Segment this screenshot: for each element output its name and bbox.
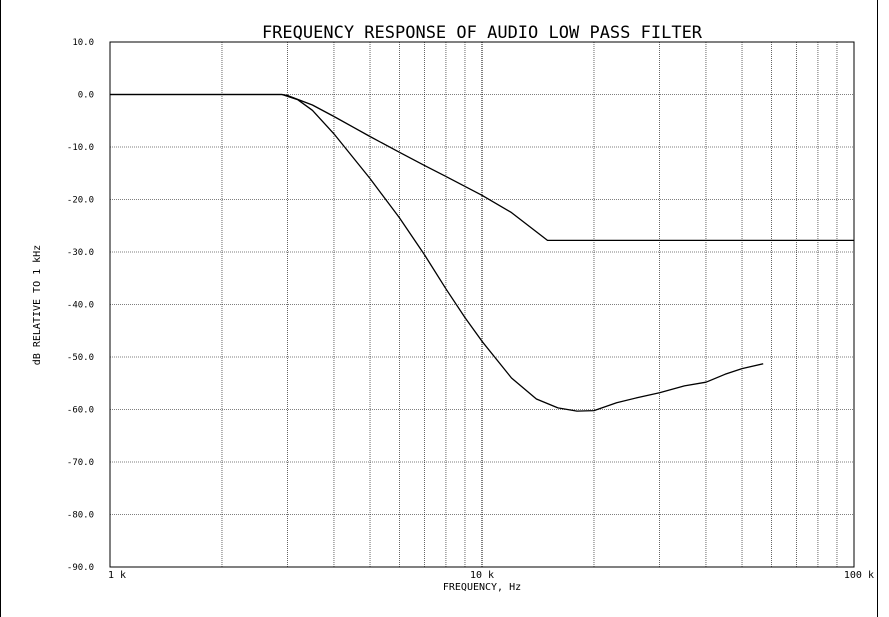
- x-tick-label: 10 k: [470, 570, 494, 581]
- chart-title: FREQUENCY RESPONSE OF AUDIO LOW PASS FIL…: [262, 23, 703, 43]
- y-tick-label: -20.0: [67, 196, 94, 206]
- y-tick-label: -90.0: [67, 563, 94, 573]
- y-axis-label: dB RELATIVE TO 1 kHz: [32, 245, 43, 365]
- x-axis-label: FREQUENCY, Hz: [443, 582, 521, 593]
- series-line-2: [110, 93, 764, 412]
- y-tick-label: -70.0: [67, 458, 94, 468]
- x-tick-labels: 1 k 10 k 100 k: [108, 570, 874, 581]
- series-layer: [110, 93, 854, 412]
- y-tick-label: 0.0: [78, 91, 94, 101]
- y-tick-label: -60.0: [67, 406, 94, 416]
- plot-area-border: [109, 41, 855, 568]
- y-tick-labels: 10.0 0.0 -10.0 -20.0 -30.0 -40.0 -50.0 -60.0 -70…: [67, 38, 94, 573]
- x-tick-label: 1 k: [108, 570, 126, 581]
- y-tick-label: -40.0: [67, 301, 94, 311]
- y-tick-label: -50.0: [67, 353, 94, 363]
- x-tick-label: 100 k: [844, 570, 874, 581]
- y-tick-label: 10.0: [72, 38, 94, 48]
- grid: [110, 42, 854, 567]
- y-tick-label: -10.0: [67, 143, 94, 153]
- y-tick-label: -30.0: [67, 248, 94, 258]
- y-tick-label: -80.0: [67, 511, 94, 521]
